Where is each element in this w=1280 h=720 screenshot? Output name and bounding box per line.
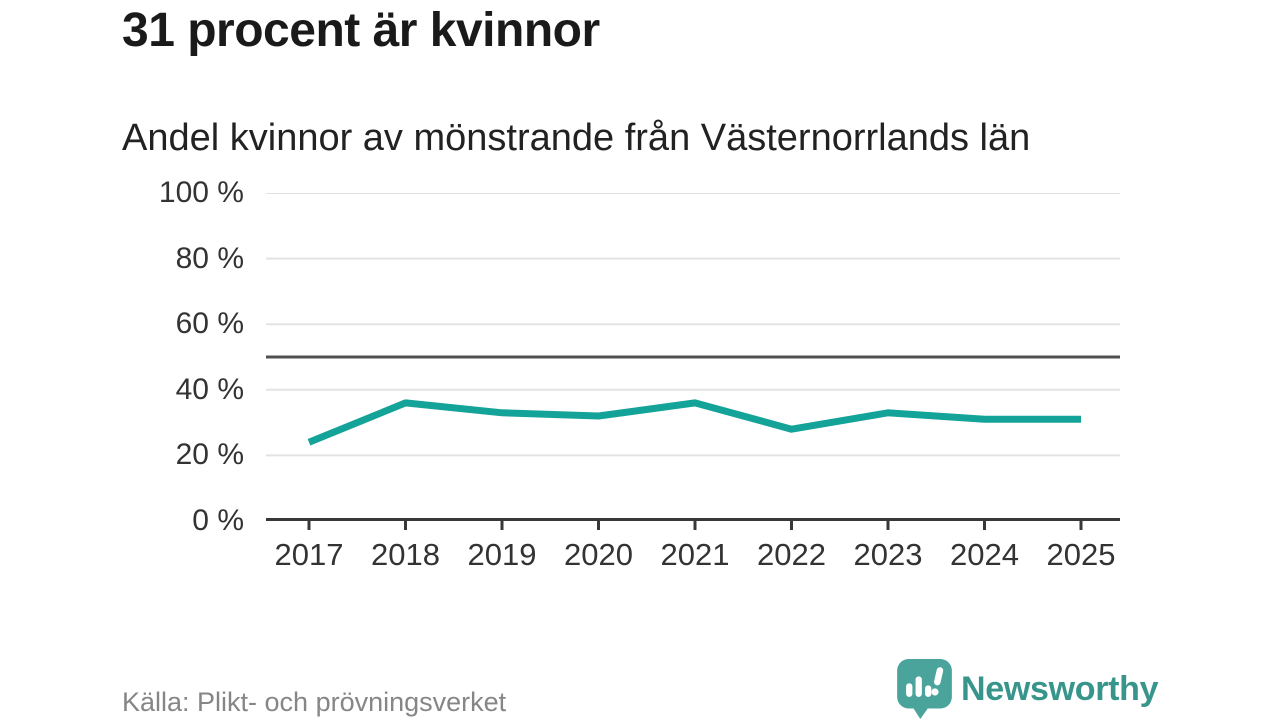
newsworthy-wordmark: Newsworthy: [961, 669, 1159, 708]
x-tick-label: 2019: [467, 537, 537, 572]
line-chart: [266, 193, 1120, 530]
y-tick-label: 0 %: [192, 504, 244, 537]
x-tick-label: 2022: [757, 537, 826, 572]
x-tick-label: 2023: [853, 537, 923, 572]
y-tick-label: 80 %: [175, 241, 244, 275]
source-note: Källa: Plikt- och prövningsverket: [122, 687, 507, 717]
x-tick-label: 2024: [950, 537, 1019, 572]
x-tick-label: 2017: [274, 537, 344, 572]
y-tick-label: 20 %: [175, 438, 244, 472]
newsworthy-logo: Newsworthy: [897, 659, 1159, 719]
y-tick-label: 100 %: [158, 176, 244, 209]
newsworthy-bubble-chart-icon: [897, 659, 952, 719]
x-tick-label: 2018: [371, 537, 440, 572]
x-tick-label: 2020: [564, 537, 633, 572]
chart-title: 31 procent är kvinnor: [122, 4, 600, 57]
y-tick-label: 40 %: [175, 372, 244, 406]
plot-area: 0 % 20 % 40 % 60 % 80 % 100 % 2017 2018 2019 202…: [0, 176, 1280, 593]
chart-subtitle: Andel kvinnor av mönstrande från Västern…: [122, 117, 1031, 159]
x-tick-label: 2025: [1046, 537, 1116, 572]
y-tick-label: 60 %: [175, 307, 244, 341]
x-tick-label: 2021: [660, 537, 730, 572]
data-line: [307, 399, 1081, 446]
